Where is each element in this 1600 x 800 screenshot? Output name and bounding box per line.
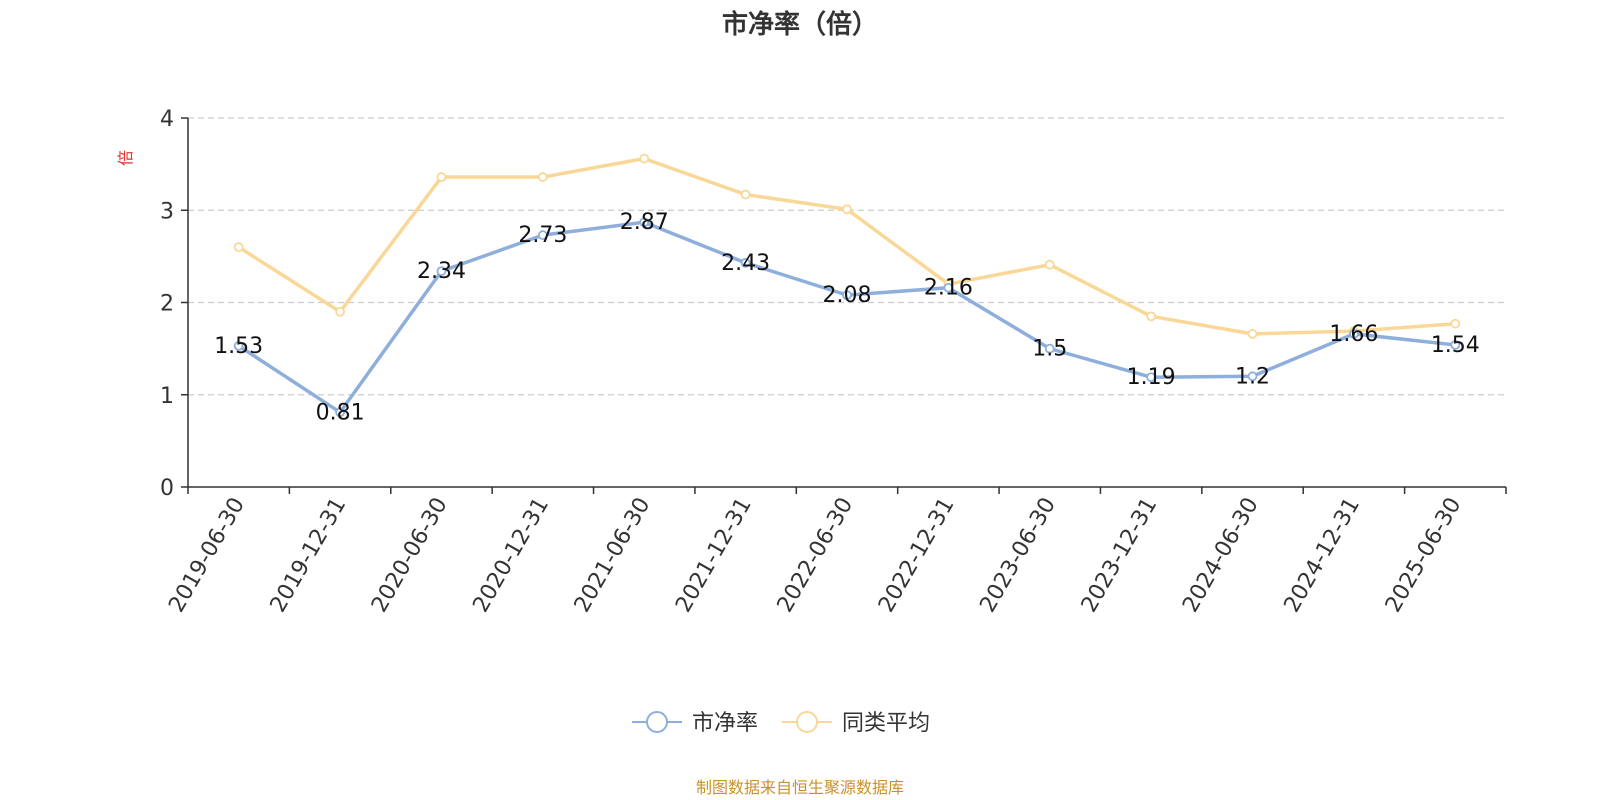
data-point (842, 204, 852, 215)
x-tick-label: 2022-06-30 (773, 494, 859, 617)
data-point (1146, 311, 1157, 322)
data-label: 2.16 (924, 276, 973, 301)
legend-item-1: 同类平均 (782, 711, 930, 736)
data-point (1044, 343, 1055, 354)
data-point (1146, 372, 1157, 383)
legend-swatch-marker (646, 711, 668, 733)
chart-title: 市净率（倍） (721, 10, 878, 40)
data-label: 1.54 (1431, 333, 1480, 358)
data-point (335, 306, 345, 317)
data-point (537, 230, 548, 241)
x-tick-label: 2019-12-31 (266, 494, 352, 617)
legend-label: 市净率 (692, 711, 758, 736)
data-point (436, 172, 447, 182)
data-point (1044, 259, 1055, 270)
data-point (943, 282, 954, 293)
data-point (639, 153, 650, 164)
x-tick-label: 2023-06-30 (975, 494, 1061, 617)
x-tick-label: 2021-12-31 (671, 494, 757, 617)
x-tick-label: 2023-12-31 (1077, 494, 1163, 617)
data-label: 2.87 (620, 210, 669, 235)
data-label: 2.08 (823, 283, 872, 308)
data-point (1450, 318, 1461, 329)
data-point (537, 172, 548, 182)
legend-label: 同类平均 (842, 711, 930, 736)
y-tick-label: 0 (160, 476, 174, 501)
x-tick-label: 2024-06-30 (1178, 494, 1264, 617)
data-point (1349, 328, 1359, 339)
data-point (842, 290, 852, 301)
y-axis-label: 倍 (116, 150, 135, 166)
data-label: 2.43 (721, 251, 770, 276)
data-label: 2.34 (417, 259, 466, 284)
y-tick-label: 4 (160, 107, 174, 132)
data-point (233, 340, 244, 351)
data-label: 1.19 (1127, 365, 1176, 390)
x-tick-label: 2022-12-31 (874, 494, 960, 617)
data-point (639, 217, 650, 228)
data-labels: 1.53 0.81 2.34 2.73 2.87 2.43 2.08 2.16 1.5 1.19 1… (214, 210, 1480, 425)
data-label: 2.73 (518, 223, 567, 248)
data-label: 1.5 (1032, 337, 1067, 362)
data-point (233, 242, 244, 253)
series-line-0 (237, 220, 1456, 415)
data-point (740, 257, 751, 268)
x-tick-label: 2019-06-30 (164, 494, 250, 617)
x-tick-label: 2024-12-31 (1280, 494, 1366, 617)
x-tick-label: 2025-06-30 (1381, 494, 1467, 617)
legend-swatch-marker (796, 711, 818, 733)
data-label: 1.66 (1329, 322, 1378, 347)
data-point (740, 189, 751, 200)
data-point (1247, 328, 1258, 339)
x-tick-label: 2020-06-30 (367, 494, 453, 617)
legend: 市净率 同类平均 (632, 711, 930, 736)
data-label: 1.53 (214, 334, 263, 359)
axes: 0 1 2 3 4 倍 2019-06-30 2019-12-31 2020-06-30 2020… (116, 107, 1507, 617)
data-point (1450, 340, 1461, 350)
series (233, 153, 1461, 418)
x-tick-label: 2020-12-31 (468, 494, 554, 617)
data-point (335, 407, 345, 418)
source-note: 制图数据来自恒生聚源数据库 (695, 778, 904, 797)
data-point (1247, 371, 1258, 382)
legend-item-0: 市净率 (632, 711, 758, 736)
data-point (436, 266, 447, 277)
x-tick-label: 2021-06-30 (570, 494, 656, 617)
data-label: 1.2 (1235, 364, 1270, 389)
y-tick-label: 3 (160, 199, 174, 224)
y-tick-label: 2 (160, 292, 174, 317)
y-tick-label: 1 (160, 384, 174, 409)
data-label: 0.81 (316, 400, 365, 425)
